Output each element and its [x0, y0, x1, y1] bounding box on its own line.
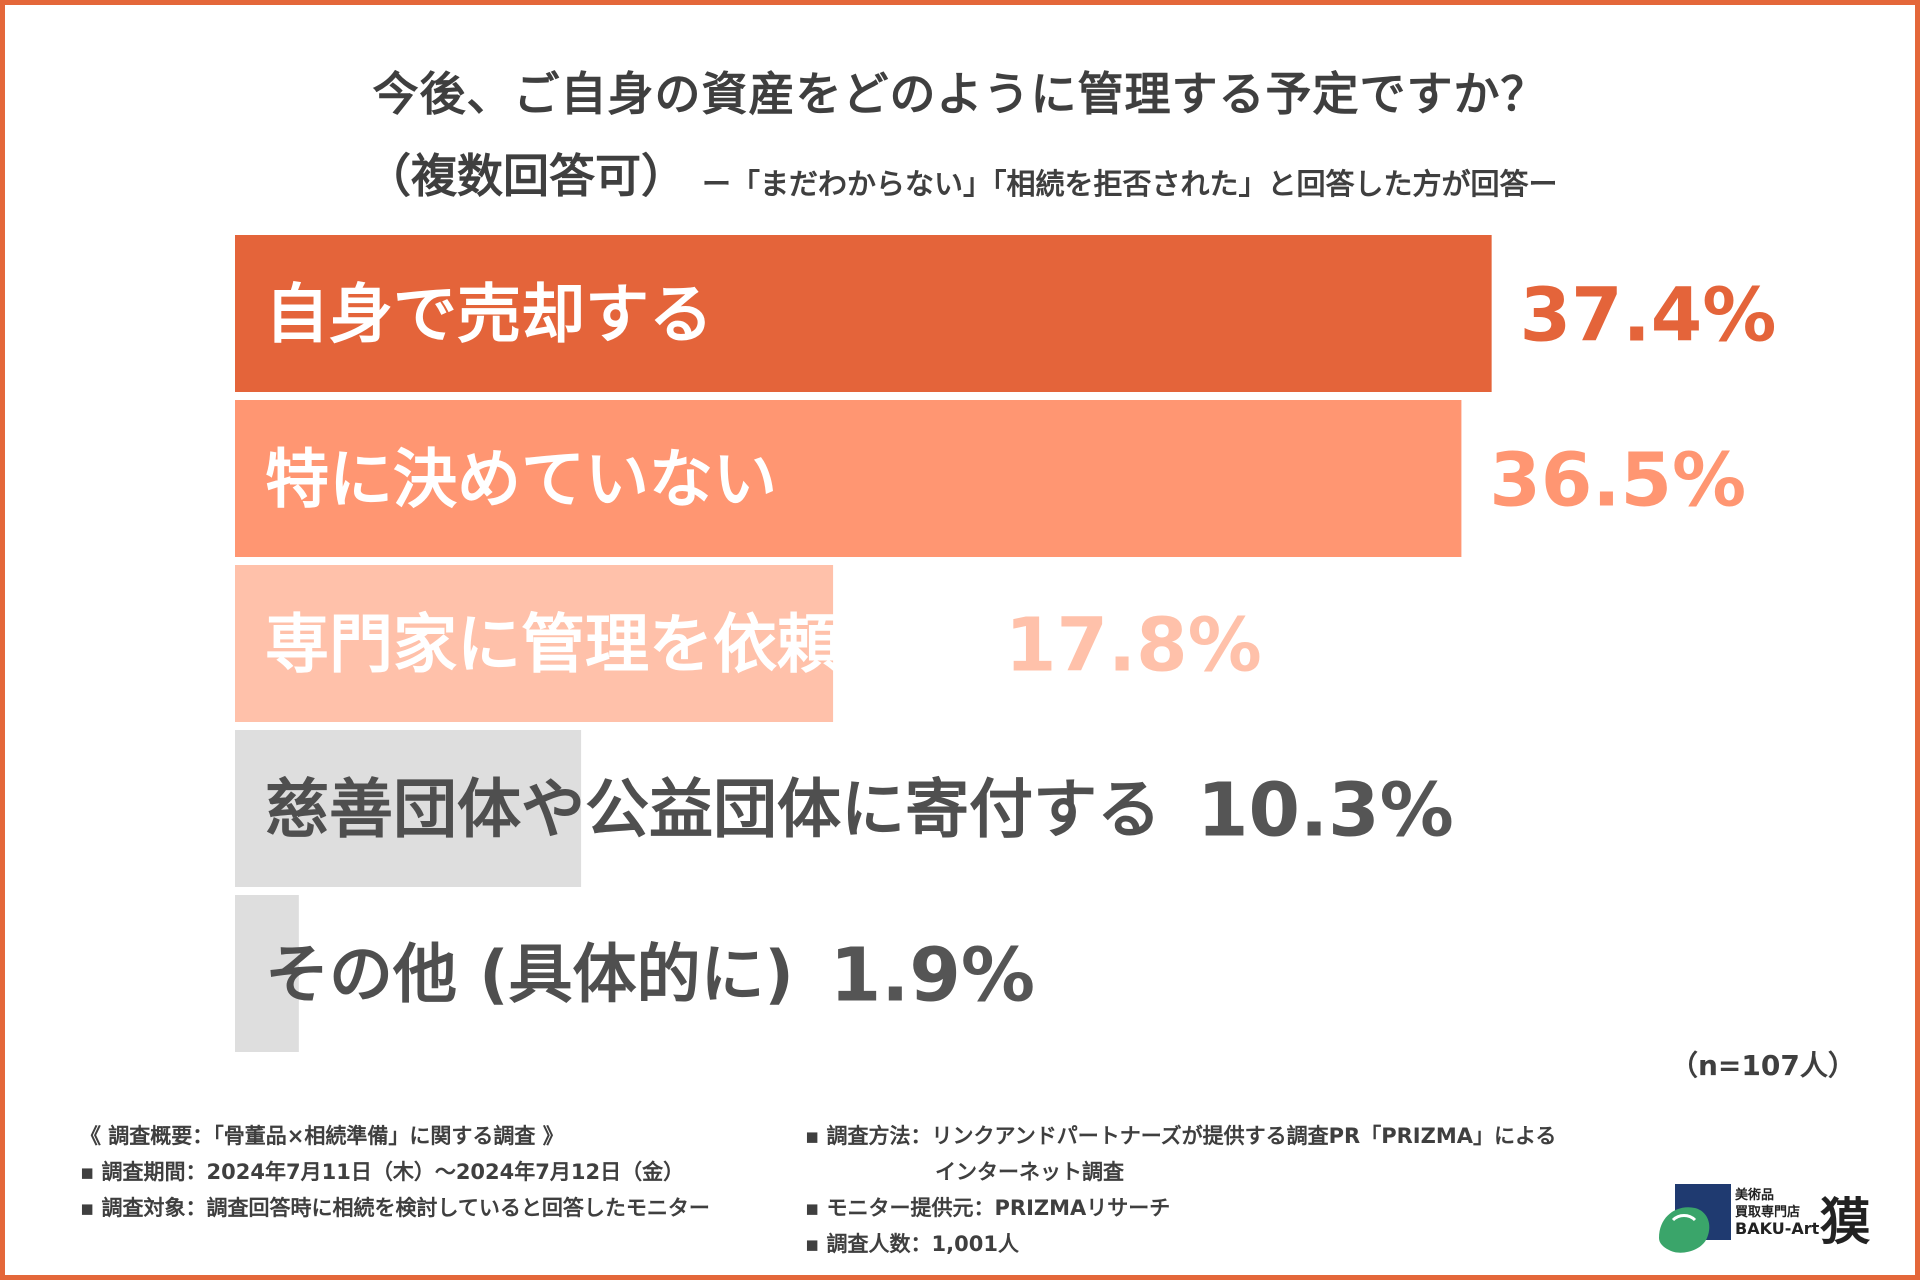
chart-subtitle: ー「まだわからない」「相続を拒否された」と回答した方が回答ー: [702, 167, 1558, 201]
bar-3: [235, 730, 582, 887]
bar-label-4: その他 (具体的に): [265, 939, 794, 1013]
bar-value-3: 10.3%: [1197, 768, 1454, 854]
logo-text-line1: 美術品: [1735, 1188, 1775, 1203]
baku-art-logo-icon: [1659, 1184, 1731, 1253]
bar-4: [235, 895, 299, 1052]
bar-label-2: 専門家に管理を依頼する: [265, 609, 969, 683]
bar-label-0: 自身で売却する: [265, 279, 713, 353]
bar-label-3: 慈善団体や公益団体に寄付する: [265, 774, 1161, 848]
footnote-right-1: ▪ 調査方法：リンクアンドパートナーズが提供する調査PR「PRIZMA」による: [805, 1124, 1557, 1148]
logo-text-line2: 買取専門店: [1735, 1205, 1801, 1220]
bar-value-1: 36.5%: [1489, 438, 1746, 524]
logo-text-line3: BAKU-Art: [1735, 1219, 1820, 1238]
footnote-left-1: 《 調査概要：「骨董品×相続準備」に関する調査 》: [80, 1124, 564, 1148]
sample-size: （n=107人）: [1670, 1049, 1856, 1082]
footnote-right-3: ▪ モニター提供元：PRIZMAリサーチ: [805, 1196, 1171, 1220]
logo-kanji: 獏: [1820, 1193, 1870, 1251]
bar-label-1: 特に決めていない: [265, 444, 777, 518]
footnote-right-2: インターネット調査: [935, 1160, 1124, 1184]
bar-value-4: 1.9%: [830, 933, 1035, 1019]
chart-title: 今後、ご自身の資産をどのように管理する予定ですか？: [372, 67, 1548, 121]
bar-value-2: 17.8%: [1005, 603, 1262, 689]
bar-value-0: 37.4%: [1520, 273, 1777, 359]
footnote-left-2: ▪ 調査期間：2024年7月11日（木）～2024年7月12日（金）: [80, 1160, 685, 1184]
chart-title-sub: （複数回答可）: [365, 149, 687, 203]
bar-1: [235, 400, 1462, 557]
bar-0: [235, 235, 1492, 392]
bar-2: [235, 565, 834, 722]
footnote-left-3: ▪ 調査対象：調査回答時に相続を検討していると回答したモニター: [80, 1196, 710, 1220]
footnote-right-4: ▪ 調査人数：1,001人: [805, 1232, 1019, 1256]
